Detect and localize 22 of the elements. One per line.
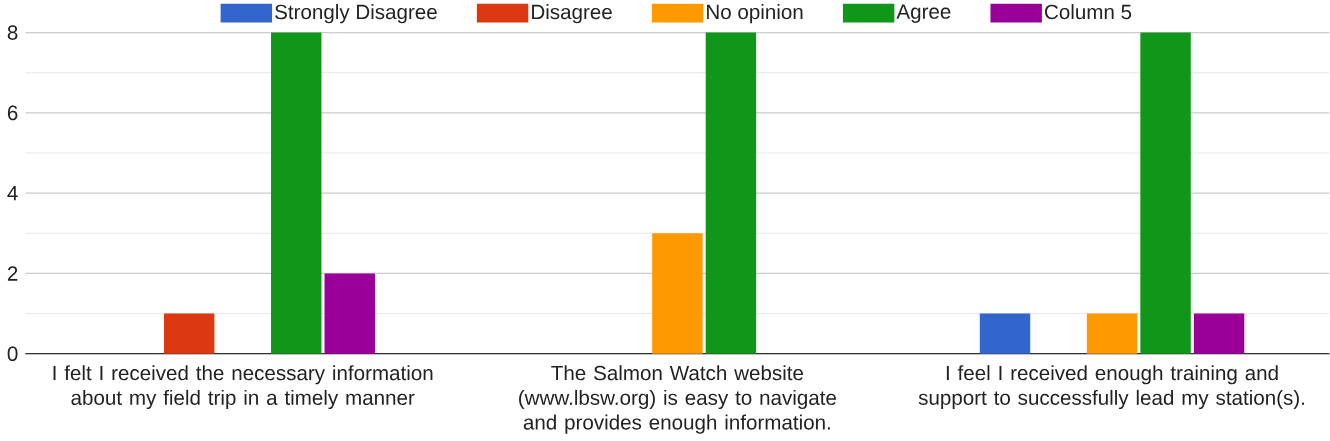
bar [1140,32,1191,354]
legend-label: Disagree [532,4,612,24]
y-tick-label: 0 [7,346,18,362]
x-tick-label: I felt I received the necessary information about my field trip in a timely manner [53,365,433,410]
x-tick-label: I feel I received enough training and support to successfully lead my station(s). [918,365,1305,410]
legend-label: No opinion [707,4,803,24]
bar [705,32,757,354]
bar [1086,313,1138,354]
y-tick-label: 6 [7,105,18,121]
bar [979,313,1031,354]
legend-label: Column 5 [1045,4,1132,20]
x-tick-label: The Salmon Watch website (www.lbsw.org) is easy to navigate and provides enough information. [519,365,836,434]
legend-label: Strongly Disagree [275,4,437,24]
bar [271,32,322,354]
bar [163,313,215,354]
bar [652,233,703,354]
y-tick-label: 8 [7,25,18,41]
y-tick-label: 2 [7,266,18,281]
legend-label: Agree [896,4,951,24]
bar [324,273,375,354]
bar [1193,313,1245,354]
y-tick-label: 4 [7,186,18,201]
